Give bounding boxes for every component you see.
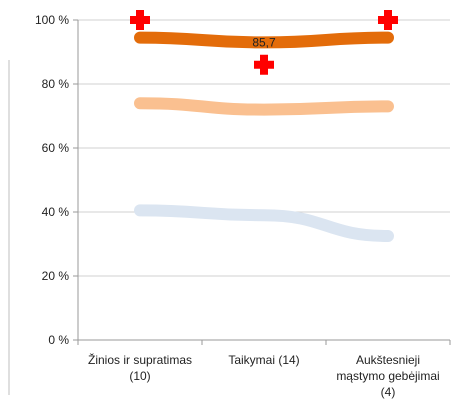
axes: [73, 19, 451, 345]
series-line-3: [134, 204, 394, 242]
cross-marker: [130, 10, 150, 30]
x-tick-label: Aukštesnieji mąstymo gebėjimai (4): [336, 353, 439, 399]
cross-marker: [254, 54, 274, 75]
y-tick-label: 80 %: [42, 77, 70, 91]
series-line-1: [134, 31, 394, 49]
x-tick-labels: Žinios ir supratimas (10) Taikymai (14) Auk…: [88, 352, 440, 399]
y-tick-label: 100 %: [35, 13, 69, 27]
data-labels: 85,7: [252, 35, 276, 49]
y-tick-label: 40 %: [42, 205, 70, 219]
y-tick-label: 0 %: [48, 333, 69, 347]
series-lines: [134, 31, 394, 242]
cross-marker: [378, 10, 398, 30]
y-tick-label: 20 %: [42, 269, 70, 283]
data-label: 85,7: [252, 35, 276, 49]
y-tick-labels: 0 % 20 % 40 % 60 % 80 % 100 %: [35, 13, 69, 347]
markers: [130, 10, 398, 75]
series-line-2: [134, 97, 394, 116]
y-tick-label: 60 %: [42, 141, 70, 155]
x-tick-label: Taikymai (14): [228, 353, 299, 367]
x-tick-label: Žinios ir supratimas (10): [88, 352, 192, 383]
